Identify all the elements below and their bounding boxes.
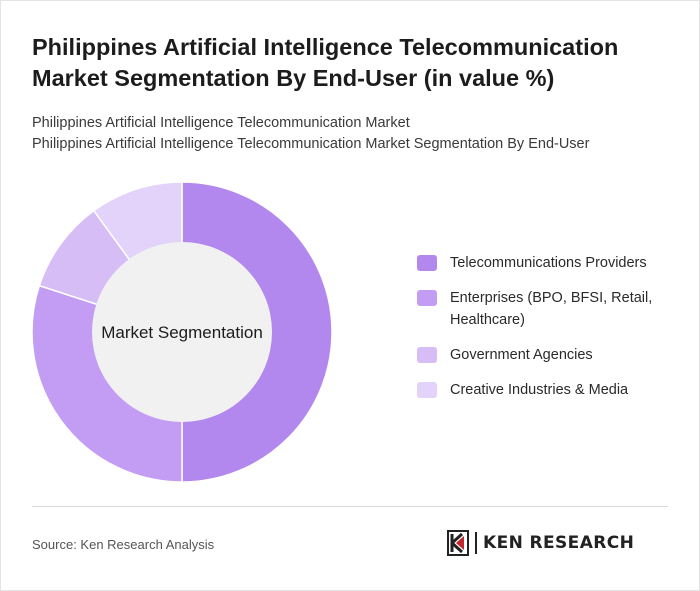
- legend-swatch: [417, 347, 437, 363]
- legend-label: Government Agencies: [450, 347, 593, 363]
- legend-item: Creative Industries & Media: [417, 379, 677, 401]
- legend-swatch: [417, 382, 437, 398]
- legend-swatch: [417, 255, 437, 271]
- logo-divider: [475, 532, 477, 554]
- legend-label: Creative Industries & Media: [450, 382, 629, 398]
- legend-item: Government Agencies: [417, 344, 677, 366]
- footer-divider: [32, 506, 668, 507]
- chart-title: Philippines Artificial Intelligence Tele…: [32, 34, 619, 91]
- legend-swatch: [417, 290, 437, 306]
- logo-mark-icon: [447, 530, 469, 556]
- source-note: Source: Ken Research Analysis: [32, 537, 215, 552]
- subtitle-line-2: Philippines Artificial Intelligence Tele…: [32, 136, 590, 152]
- donut-center: [92, 242, 272, 422]
- ken-research-logo: KEN RESEARCH: [447, 530, 634, 556]
- legend-item: Enterprises (BPO, BFSI, Retail, Healthca…: [417, 287, 677, 331]
- legend-label: Telecommunications Providers: [450, 255, 647, 271]
- chart-legend: Telecommunications Providers Enterprises …: [417, 252, 677, 414]
- subtitle-line-1: Philippines Artificial Intelligence Tele…: [32, 115, 410, 131]
- donut-chart: Market Segmentation: [31, 181, 333, 483]
- logo-wordmark: KEN RESEARCH: [483, 533, 635, 553]
- legend-item: Telecommunications Providers: [417, 252, 677, 274]
- center-label: Market Segmentation: [101, 323, 263, 342]
- legend-label: Enterprises (BPO, BFSI, Retail, Healthca…: [450, 290, 653, 328]
- chart-subtitle: Philippines Artificial Intelligence Tele…: [32, 113, 672, 155]
